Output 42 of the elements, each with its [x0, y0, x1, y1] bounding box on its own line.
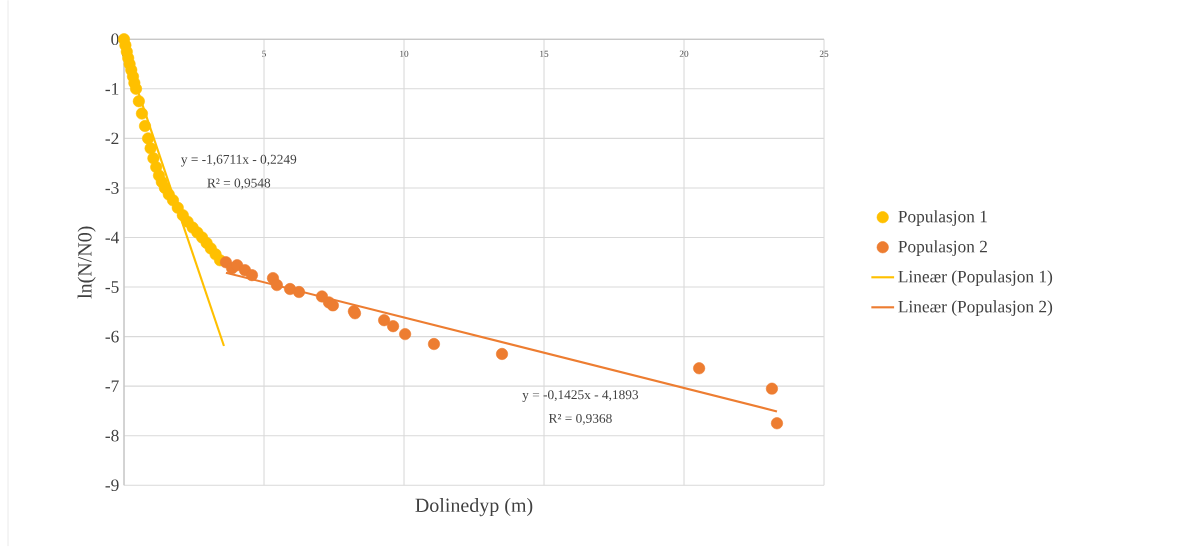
- y-tick-label: -8: [105, 430, 119, 442]
- y-tick-label: -7: [105, 380, 119, 393]
- annotation: y = -1,6711x - 0,2249: [181, 155, 297, 167]
- y-tick-label: -6: [105, 331, 119, 343]
- point: [378, 314, 391, 327]
- x-tick-label: 5: [262, 50, 266, 58]
- point: [144, 142, 157, 155]
- legend-label: Lineær (Populasjon 2): [898, 300, 1053, 317]
- point: [142, 132, 155, 145]
- annotation: R² = 0,9368: [548, 414, 612, 426]
- x-axis-title: Dolinedyp (m): [415, 498, 533, 517]
- x-tick-label: 20: [679, 50, 689, 58]
- legend-label: Lineær (Populasjon 1): [898, 270, 1053, 287]
- annotation: y = -0,1425x - 4,1893: [522, 390, 639, 403]
- point: [135, 107, 148, 120]
- point: [765, 382, 778, 395]
- point: [496, 348, 509, 361]
- y-tick-label: -9: [105, 479, 119, 492]
- x-tick-label: 15: [540, 50, 549, 58]
- point: [387, 320, 400, 333]
- y-tick-label: -2: [105, 132, 119, 145]
- y-axis-title: ln(N/N0): [77, 226, 96, 299]
- point: [245, 269, 258, 282]
- y-tick-label: 0: [111, 33, 119, 46]
- legend-label: Populasjon 2: [898, 240, 987, 257]
- x-tick-label: 25: [819, 50, 829, 58]
- point: [399, 328, 412, 341]
- y-tick-label: -5: [105, 281, 119, 294]
- legend-label: Populasjon 1: [898, 210, 987, 227]
- y-tick-label: -4: [105, 232, 120, 244]
- x-tick-label: 10: [400, 50, 409, 58]
- annotation: R² = 0,9548: [207, 178, 271, 190]
- point: [132, 95, 145, 108]
- point: [693, 362, 706, 375]
- point: [130, 83, 143, 96]
- point: [770, 417, 783, 430]
- y-tick-label: -1: [105, 83, 119, 95]
- point: [270, 279, 283, 292]
- point: [139, 120, 152, 133]
- point: [293, 286, 306, 299]
- point: [427, 338, 440, 351]
- y-tick-label: -3: [105, 182, 119, 194]
